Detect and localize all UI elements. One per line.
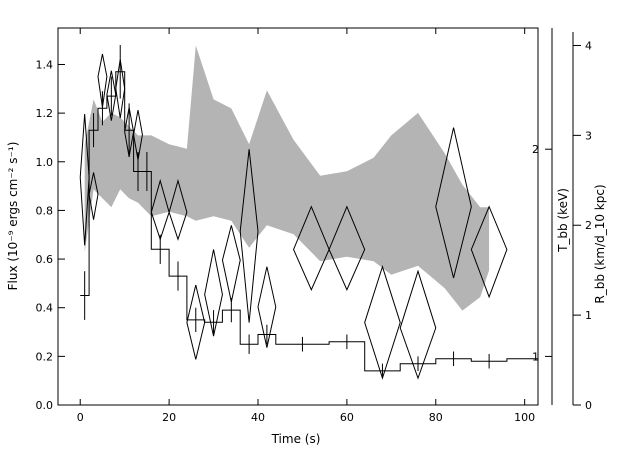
- y-left-tick-label: 0.2: [36, 350, 54, 363]
- radius-band-layer: [84, 45, 490, 311]
- y-left-tick-label: 0.6: [36, 253, 54, 266]
- y-inner-tick-label: 1: [532, 350, 539, 363]
- temperature-diamond: [79, 113, 90, 246]
- y-outer-tick-label: 1: [585, 309, 592, 322]
- y-axis-label-inner-text: T_bb (keV): [556, 188, 570, 253]
- y-axis-label-outer: R_bb (km/d_10 kpc): [593, 184, 607, 303]
- temperature-diamond: [328, 205, 366, 291]
- y-outer-tick-label: 0: [585, 399, 592, 412]
- y-axis-label-inner: T_bb (keV): [556, 188, 570, 253]
- temperature-diamond: [88, 172, 99, 220]
- y-axis-label-outer-text: R_bb (km/d_10 kpc): [593, 184, 607, 303]
- radius-band: [84, 45, 490, 311]
- temperature-diamond: [97, 53, 108, 108]
- x-tick-label: 60: [340, 411, 354, 424]
- y-left-tick-label: 0.8: [36, 204, 54, 217]
- y-inner-tick-label: 2: [532, 143, 539, 156]
- temperature-diamond: [106, 70, 117, 121]
- temperature-diamond: [364, 265, 401, 380]
- temperature-diamond-layer: [79, 53, 508, 380]
- x-tick-label: 20: [162, 411, 176, 424]
- y-axis-label-left: Flux (10⁻⁹ ergs cm⁻² s⁻¹): [6, 142, 20, 291]
- temperature-diamond: [435, 127, 472, 279]
- x-tick-label: 0: [77, 411, 84, 424]
- temperature-diamond: [399, 269, 437, 380]
- axes-layer: 0 20 40 60 80 1000.00.20.40.60.81.01.21.41201…: [36, 28, 592, 424]
- y-outer-tick-label: 3: [585, 129, 592, 142]
- y-outer-tick-label: 2: [585, 219, 592, 232]
- temperature-diamond: [239, 149, 259, 323]
- y-left-tick-label: 0.0: [36, 399, 54, 412]
- temperature-diamond: [257, 266, 277, 348]
- temperature-diamond: [186, 284, 206, 360]
- x-axis-label: Time (s): [271, 432, 321, 446]
- temperature-diamond: [133, 109, 143, 160]
- temperature-diamond: [293, 205, 330, 291]
- temperature-diamond: [115, 59, 126, 119]
- plot-frame: [57, 27, 539, 406]
- temperature-diamond: [221, 225, 241, 303]
- y-outer-tick-label: 4: [585, 39, 592, 52]
- y-left-tick-label: 0.4: [36, 302, 54, 315]
- x-tick-label: 40: [251, 411, 265, 424]
- y-left-tick-label: 1.4: [36, 58, 54, 71]
- temperature-diamond: [124, 107, 135, 157]
- x-tick-label: 100: [514, 411, 535, 424]
- temperature-diamond: [470, 205, 508, 299]
- temperature-diamond: [150, 178, 170, 241]
- y-axis-label-left-text: Flux (10⁻⁹ ergs cm⁻² s⁻¹): [6, 142, 20, 291]
- y-left-tick-label: 1.2: [36, 107, 54, 120]
- temperature-diamond: [168, 178, 188, 241]
- y-left-tick-label: 1.0: [36, 156, 54, 169]
- temperature-diamond: [204, 249, 223, 337]
- x-tick-label: 80: [429, 411, 443, 424]
